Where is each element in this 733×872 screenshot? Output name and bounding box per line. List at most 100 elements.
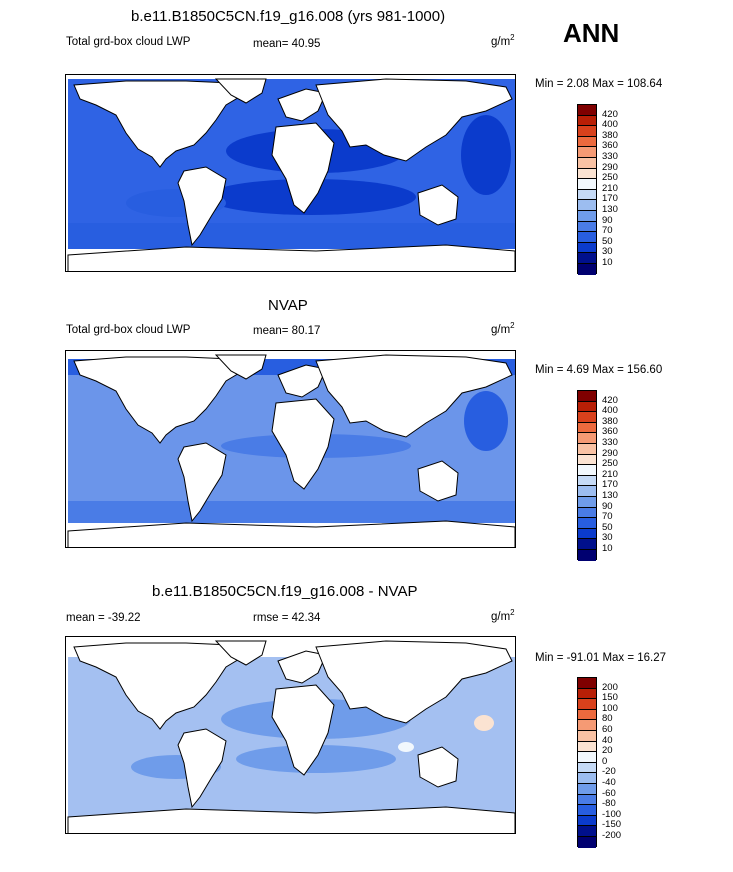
colorbar-box <box>578 518 596 529</box>
colorbar-box <box>578 836 596 848</box>
ocean-band-atlantic <box>461 115 511 195</box>
colorbar-level-label: 290 <box>602 447 618 459</box>
colorbar-box <box>578 507 596 519</box>
colorbar-level-label: 90 <box>602 500 613 512</box>
colorbar-box <box>578 200 596 211</box>
colorbar-box <box>578 126 596 137</box>
ocean-band-pacific-south <box>236 745 396 773</box>
continent-asia <box>315 640 513 724</box>
panel-2-map-plot <box>66 351 515 547</box>
colorbar-level-label: 80 <box>602 713 613 725</box>
colorbar-level-label: -150 <box>602 819 622 831</box>
continent-antarctica <box>67 520 515 547</box>
colorbar-box <box>578 762 596 774</box>
colorbar-box <box>578 454 596 466</box>
colorbar-box <box>578 539 596 550</box>
colorbar-box <box>578 730 596 742</box>
continent-africa <box>271 684 335 776</box>
colorbar-level-label: 420 <box>602 394 618 406</box>
panel-2-title: NVAP <box>268 297 308 314</box>
panel-1-variable-label: Total grd-box cloud LWP <box>66 36 191 48</box>
panel-1-units: g/m2 <box>491 33 515 48</box>
panel-2-mean-label: mean= 80.17 <box>253 325 321 337</box>
panel-1-mean-label: mean= 40.95 <box>253 38 321 50</box>
continent-asia <box>315 354 513 438</box>
colorbar-level-label: 200 <box>602 681 618 693</box>
colorbar-level-label: 90 <box>602 214 613 226</box>
season-label: ANN <box>563 18 620 48</box>
colorbar-box <box>578 136 596 148</box>
colorbar-level-label: 330 <box>602 437 618 448</box>
panel-3-mean-label: mean = -39.22 <box>66 612 141 624</box>
colorbar-level-label: 210 <box>602 468 618 480</box>
colorbar-box <box>578 486 596 497</box>
panel-1-title: b.e11.B1850C5CN.f19_g16.008 (yrs 981-100… <box>131 8 446 25</box>
colorbar-level-label: 330 <box>602 151 618 162</box>
panel-3-title: b.e11.B1850C5CN.f19_g16.008 - NVAP <box>152 583 418 600</box>
colorbar-box <box>578 189 596 201</box>
colorbar-box <box>578 391 596 402</box>
continent-australia <box>417 184 459 226</box>
colorbar-box <box>578 168 596 180</box>
colorbar-level-label: 360 <box>602 426 618 438</box>
colorbar-level-label: -60 <box>602 787 616 799</box>
colorbar-box <box>578 179 596 190</box>
panel-3-map-plot <box>66 637 515 833</box>
continent-antarctica <box>67 806 515 833</box>
continent-greenland <box>214 354 267 380</box>
colorbar-level-label: 40 <box>602 734 613 746</box>
colorbar-level-label: 50 <box>602 521 613 533</box>
continent-antarctica <box>67 244 515 271</box>
colorbar-box <box>578 242 596 254</box>
ocean-band-southern <box>68 501 515 523</box>
colorbar-box <box>578 433 596 444</box>
colorbar-level-label: -200 <box>602 830 622 841</box>
continent-south-america <box>177 166 227 247</box>
ocean-band-southern <box>68 223 515 249</box>
colorbar-box <box>578 232 596 243</box>
colorbar-level-label: 400 <box>602 405 618 417</box>
colorbar-level-label: 290 <box>602 161 618 173</box>
colorbar-box <box>578 401 596 413</box>
colorbar-level-label: 30 <box>602 532 613 544</box>
panel-3-minmax: Min = -91.01 Max = 16.27 <box>535 652 667 664</box>
colorbar-level-label: 130 <box>602 204 618 215</box>
colorbar-level-label: 250 <box>602 172 618 184</box>
continent-australia <box>417 746 459 788</box>
continent-europe <box>277 650 327 684</box>
colorbar-box <box>578 699 596 710</box>
colorbar-box <box>578 210 596 222</box>
colorbar-box <box>578 805 596 816</box>
colorbar-level-label: 210 <box>602 182 618 194</box>
panel-1-map-plot <box>66 75 515 271</box>
colorbar-level-label: 10 <box>602 543 613 554</box>
colorbar-level-label: 150 <box>602 692 618 704</box>
colorbar-box <box>578 157 596 169</box>
colorbar-box <box>578 815 596 827</box>
land-group <box>67 640 515 833</box>
colorbar-level-label: 60 <box>602 724 613 735</box>
colorbar-level-label: 400 <box>602 119 618 131</box>
colorbar-level-label: 0 <box>602 755 608 767</box>
panel-2-minmax: Min = 4.69 Max = 156.60 <box>535 364 663 376</box>
colorbar-box <box>578 465 596 476</box>
colorbar-level-label: 100 <box>602 702 618 714</box>
colorbar-level-label: 380 <box>602 415 618 427</box>
continent-europe <box>277 88 327 122</box>
continent-south-america <box>177 728 227 809</box>
colorbar-level-label: 20 <box>602 745 613 757</box>
colorbar-box <box>578 221 596 233</box>
ocean-band-atlantic <box>464 391 508 451</box>
colorbar-box <box>578 253 596 264</box>
colorbar-box <box>578 147 596 158</box>
colorbar-level-label: 170 <box>602 193 618 205</box>
colorbar-level-label: 50 <box>602 235 613 247</box>
panel-1-map <box>65 74 516 272</box>
colorbar-box <box>578 549 596 561</box>
colorbar-level-label: -100 <box>602 808 622 820</box>
colorbar-level-label: 380 <box>602 129 618 141</box>
colorbar-level-label: 420 <box>602 108 618 120</box>
panel-2-map <box>65 350 516 548</box>
colorbar-box <box>578 475 596 487</box>
continent-africa <box>271 122 335 214</box>
